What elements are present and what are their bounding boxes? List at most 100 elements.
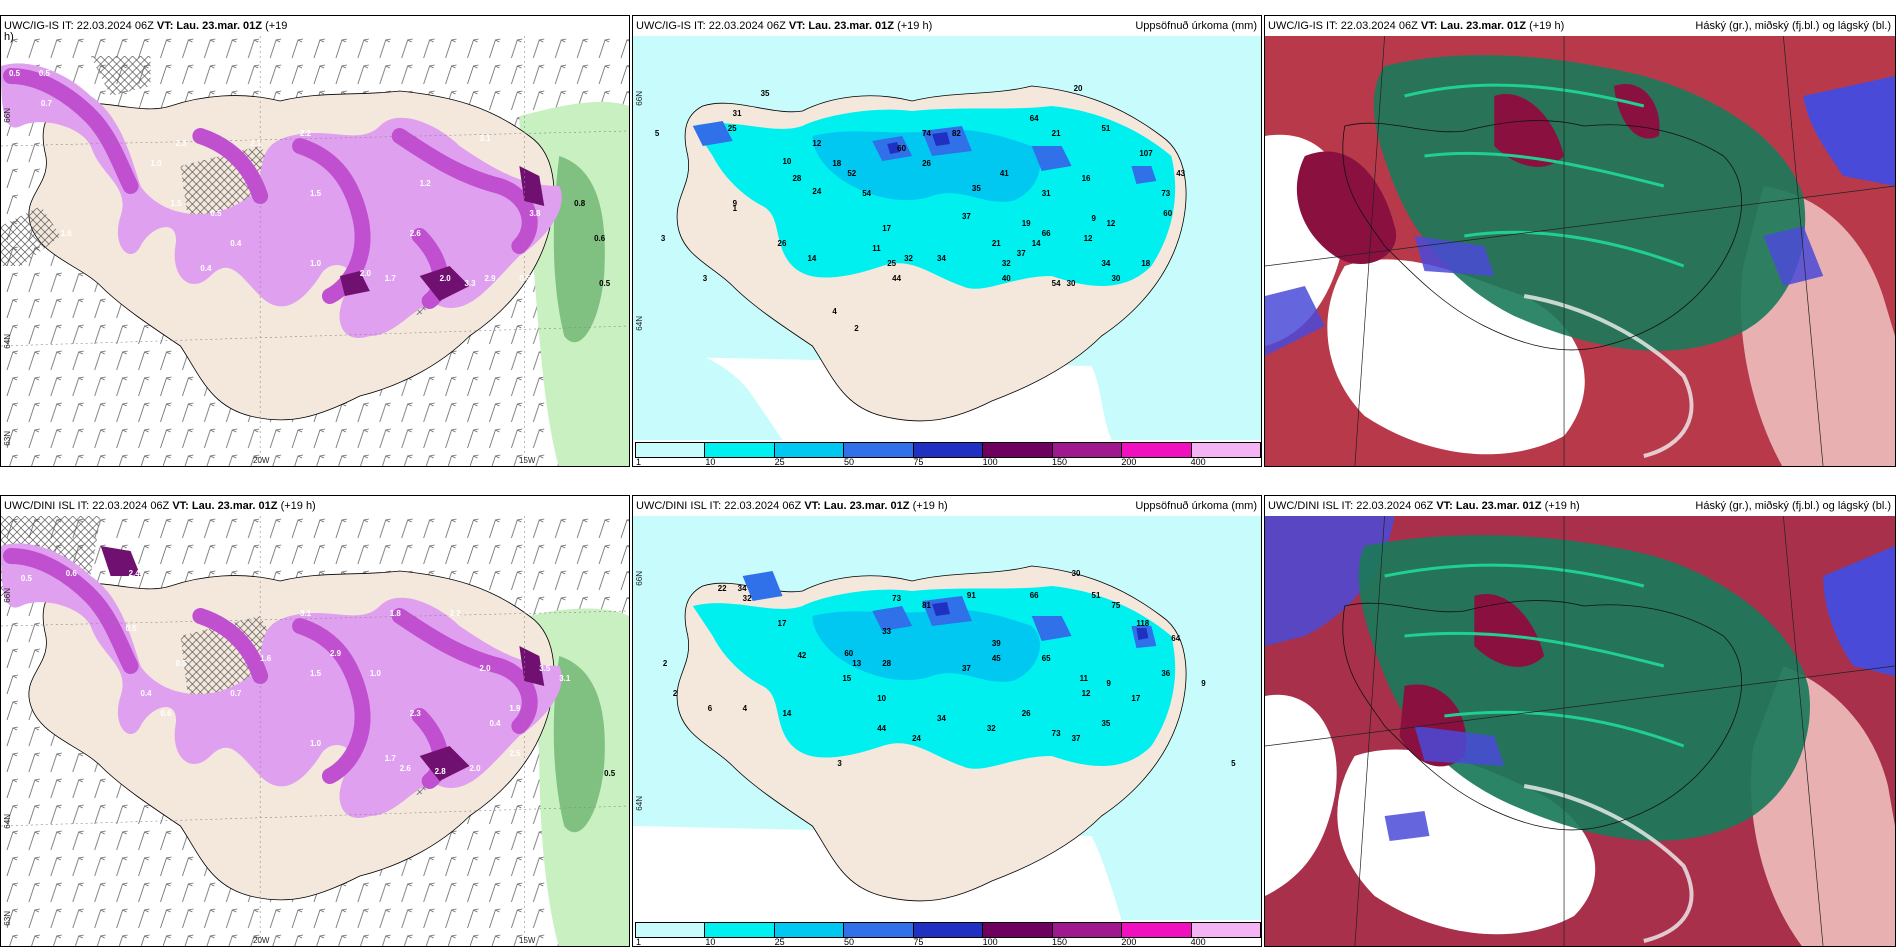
precip-value: 2 (673, 689, 678, 698)
precip-50-75 (692, 121, 1157, 184)
precip-value: 26 (922, 159, 931, 168)
precip-value: 11 (1080, 674, 1089, 683)
snow-value: 0.7 (230, 689, 242, 698)
snow-value: 2.6 (400, 764, 412, 773)
precip-value: 66 (1030, 591, 1039, 600)
panel-header: UWC/DINI ISL IT: 22.03.2024 06Z VT: Lau.… (1265, 496, 1895, 516)
snow-value: 3.1 (300, 609, 312, 618)
precip-value: 31 (1042, 189, 1051, 198)
lat-label-66n: 66N (635, 571, 644, 586)
snow-area-dark (339, 166, 545, 301)
lat-label-66n: 66N (635, 91, 644, 106)
lon-label-20w: 20W (253, 936, 270, 945)
snow-value-labels: 0.5 0.6 2.4 1.8 2.2 3.1 2.9 1.7 2.6 2.8 … (21, 569, 616, 778)
snow-value: 2.0 (360, 269, 372, 278)
precip-value: 12 (1106, 219, 1115, 228)
precip-value: 34 (937, 254, 946, 263)
lat-label-64n: 64N (635, 316, 644, 331)
lead-time-text: (+19 (265, 20, 288, 32)
snow-map: 0.5 0.6 2.4 1.8 2.2 3.1 2.9 1.7 2.6 2.8 … (1, 516, 629, 946)
precip-value: 37 (962, 212, 971, 221)
precip-value: 19 (1022, 219, 1031, 228)
snow-value: 0.5 (210, 209, 222, 218)
header-left: UWC/IG-IS IT: 22.03.2024 06Z VT: Lau. 23… (636, 16, 932, 36)
colorbar-swatch (1052, 443, 1123, 457)
precip-value: 5 (1231, 759, 1236, 768)
snow-value: 3.1 (479, 134, 491, 143)
header-left: UWC/IG-IS IT: 22.03.2024 06Z VT: Lau. 23… (1268, 16, 1564, 36)
snow-area-light (1, 63, 562, 338)
colorbar-tick-label: 10 (705, 937, 716, 947)
colorbar-swatch (983, 923, 1053, 937)
precip-value: 51 (1102, 124, 1111, 133)
rain-area-mid (553, 156, 605, 343)
colorbar-tick-label: 150 (1052, 937, 1068, 947)
header-left: UWC/DINI ISL IT: 22.03.2024 06Z VT: Lau.… (4, 496, 316, 516)
precip-value: 9 (1106, 679, 1111, 688)
precip-value: 17 (1131, 694, 1140, 703)
precip-value: 43 (1176, 169, 1185, 178)
snow-area-mid (2, 68, 538, 309)
precip-value: 52 (847, 169, 856, 178)
snow-value: 1.6 (260, 654, 272, 663)
snow-value: 1.8 (390, 609, 402, 618)
snow-value: 1.0 (310, 739, 322, 748)
precip-value: 35 (1102, 719, 1111, 728)
snow-value: 2.3 (175, 139, 187, 148)
precip-value: 4 (832, 307, 837, 316)
precip-value: 44 (877, 724, 886, 733)
precip-value: 31 (733, 109, 742, 118)
lon-label-15w: 15W (519, 456, 536, 465)
colorbar-swatch (983, 443, 1053, 457)
precip-value: 75 (1111, 601, 1120, 610)
precip-value: 73 (1052, 729, 1061, 738)
valid-time-text: VT: Lau. 23.mar. 01Z (1436, 500, 1542, 512)
precip-value: 33 (882, 627, 891, 636)
snow-map-panel-ig: UWC/IG-IS IT: 22.03.2024 06Z VT: Lau. 23… (0, 15, 630, 467)
precip-value: 82 (952, 129, 961, 138)
snow-value: 3.3 (465, 279, 477, 288)
precip-value: 54 (1052, 279, 1061, 288)
snow-value: 2.1 (250, 139, 262, 148)
colorbar-swatch (705, 443, 775, 457)
precip-value: 14 (783, 709, 792, 718)
colorbar-swatch (636, 443, 706, 457)
precip-colorbar: 1 10 25 50 75 100 150 200 400 (633, 920, 1261, 946)
precip-value: 64 (1171, 634, 1180, 643)
precip-value: 36 (1161, 669, 1170, 678)
snow-value: 1.5 (170, 199, 182, 208)
precip-value: 41 (1000, 169, 1009, 178)
lead-time-text: (+19 h) (1544, 500, 1580, 512)
snow-value: 1.7 (385, 274, 397, 283)
precip-value: 66 (1042, 229, 1051, 238)
snow-value: 0.5 (519, 274, 531, 283)
snow-value: 2.0 (440, 274, 452, 283)
precip-value: 37 (1072, 734, 1081, 743)
model-run-text: UWC/DINI ISL IT: 22.03.2024 06Z (636, 500, 802, 512)
colorbar-tick-label: 25 (774, 457, 785, 467)
snow-map-panel-dini: UWC/DINI ISL IT: 22.03.2024 06Z VT: Lau.… (0, 495, 630, 947)
panel-header: UWC/IG-IS IT: 22.03.2024 06Z VT: Lau. 23… (1, 16, 629, 36)
lon-label-20w: 20W (253, 456, 270, 465)
lead-time-text: (+19 h) (1529, 20, 1565, 32)
snow-value: 0.4 (489, 719, 501, 728)
precip-value: 2 (854, 324, 859, 333)
precip-value: 24 (812, 187, 821, 196)
colorbar-swatches (635, 442, 1261, 458)
colorbar-tick-label: 400 (1190, 457, 1206, 467)
snow-value: 1.0 (151, 159, 163, 168)
precip-value: 60 (844, 649, 853, 658)
precip-value: 20 (1074, 84, 1083, 93)
colorbar-tick-label: 200 (1121, 937, 1137, 947)
model-run-text: UWC/DINI ISL IT: 22.03.2024 06Z (1268, 500, 1434, 512)
snow-value: 2.0 (479, 664, 491, 673)
precip-value: 4 (743, 704, 748, 713)
precip-value: 30 (1072, 569, 1081, 578)
mid-cloud-area (1296, 151, 1397, 265)
snow-value-labels: 0.5 0.5 0.7 1.6 2.3 1.5 2.1 2.2 3.1 2.0 … (9, 69, 611, 288)
snow-value: 0.4 (200, 264, 212, 273)
snow-value: 2.0 (470, 764, 482, 773)
precip-value: 10 (783, 157, 792, 166)
precip-value: 44 (892, 274, 901, 283)
precip-value-labels: 31 35 25 10 12 52 60 74 82 64 20 51 107 … (655, 84, 1186, 333)
